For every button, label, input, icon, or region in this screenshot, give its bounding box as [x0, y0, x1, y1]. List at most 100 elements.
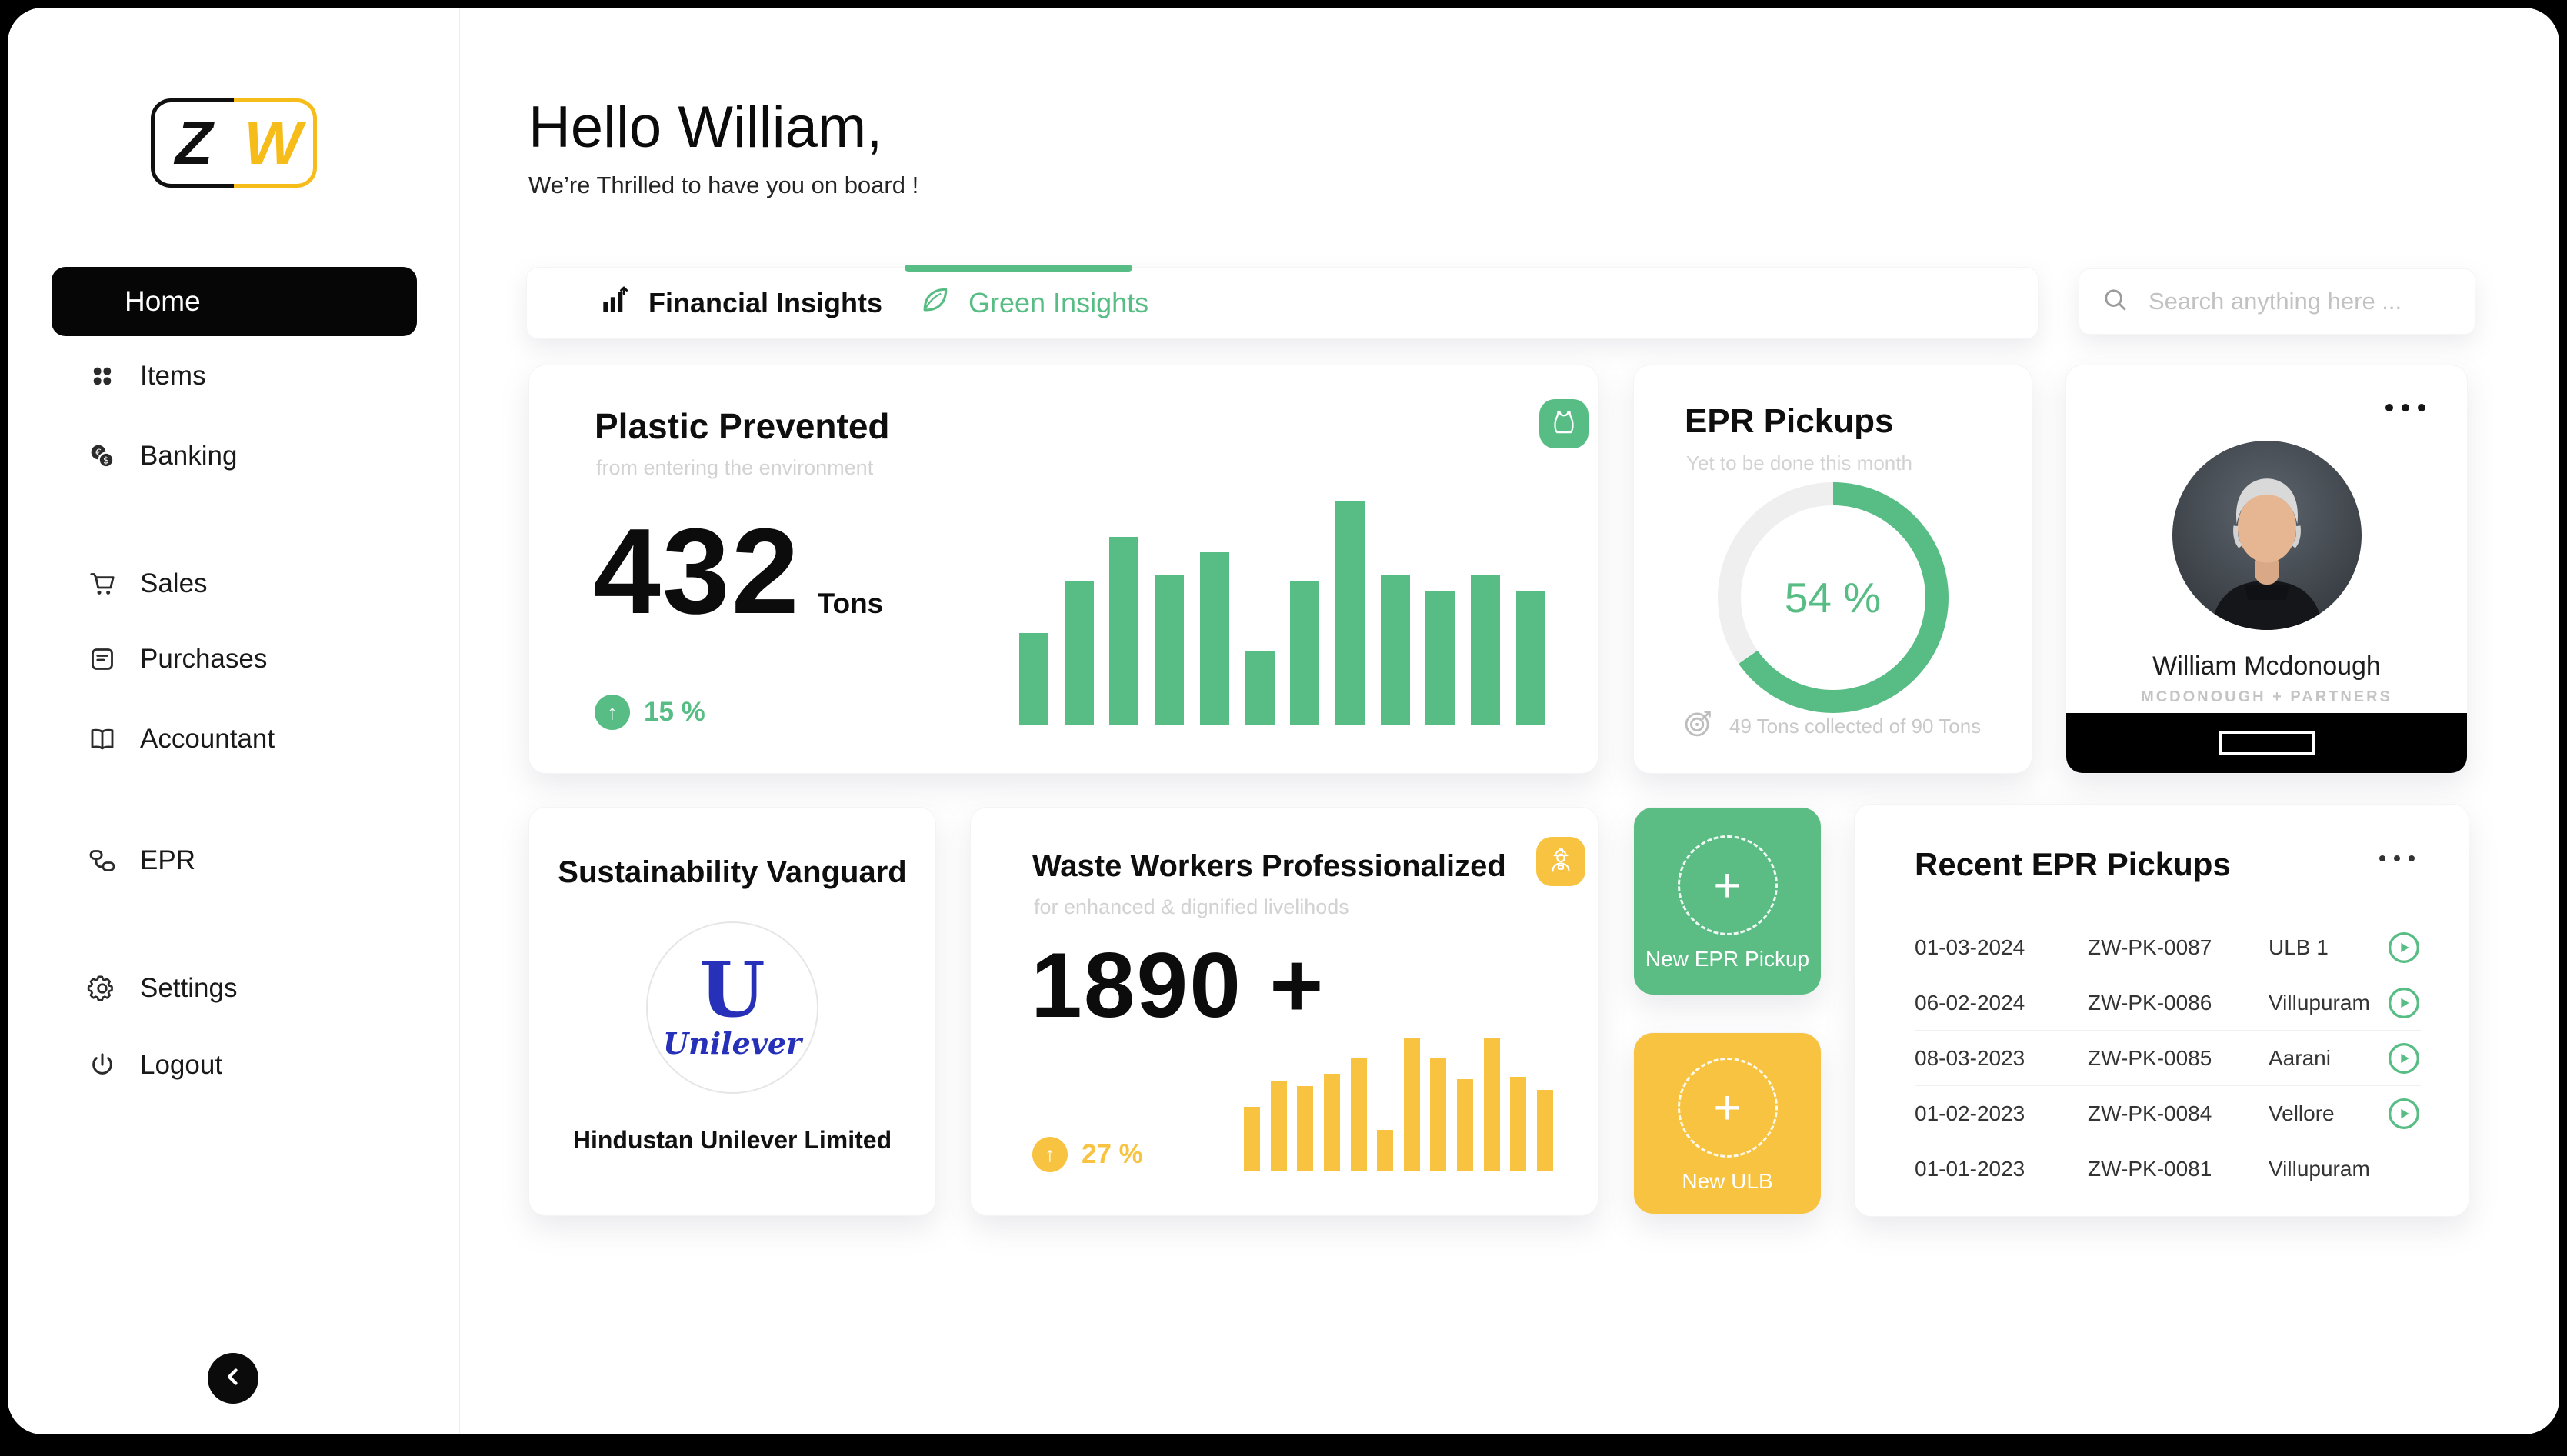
sidebar-item-items[interactable]: Items — [8, 355, 459, 398]
power-icon — [86, 1049, 118, 1081]
sidebar-item-label: Sales — [140, 568, 208, 598]
workers-bar-chart — [1244, 1038, 1553, 1171]
cell-id: ZW-PK-0086 — [2088, 990, 2212, 1015]
search-icon — [2101, 285, 2130, 318]
cell-date: 08-03-2023 — [1915, 1045, 2025, 1070]
sidebar-item-banking[interactable]: € $ Banking — [8, 435, 459, 478]
profile-company: MCDONOUGH + PARTNERS — [2141, 688, 2392, 705]
arrow-up-icon: ↑ — [595, 695, 630, 730]
logo-letter-w: W — [233, 98, 317, 188]
profile-slider-handle[interactable] — [2219, 731, 2315, 755]
sidebar-item-sales[interactable]: Sales — [8, 562, 459, 605]
card-sustainability-vanguard: Sustainability Vanguard U Unilever Hindu… — [528, 807, 936, 1216]
action-label: New ULB — [1682, 1169, 1773, 1193]
cell-date: 01-03-2024 — [1915, 935, 2025, 959]
worker-badge — [1536, 837, 1585, 886]
sidebar-collapse-button[interactable] — [208, 1353, 258, 1404]
card-waste-workers: Waste Workers Professionalized for enhan… — [970, 807, 1599, 1216]
epr-footnote: 49 Tons collected of 90 Tons — [1682, 708, 1981, 745]
document-icon — [86, 643, 118, 675]
sidebar-item-logout[interactable]: Logout — [8, 1044, 459, 1087]
cell-location: Villupuram — [2269, 990, 2370, 1015]
link-nodes-icon — [86, 845, 118, 877]
sidebar-item-label: Purchases — [140, 644, 268, 674]
chevron-left-icon — [220, 1364, 246, 1394]
worker-icon — [1545, 844, 1577, 880]
sidebar-item-settings[interactable]: Settings — [8, 967, 459, 1010]
play-icon[interactable] — [2387, 931, 2421, 965]
new-epr-pickup-button[interactable]: + New EPR Pickup — [1633, 807, 1822, 995]
greeting-subtitle: We’re Thrilled to have you on board ! — [528, 172, 919, 198]
new-ulb-button[interactable]: + New ULB — [1633, 1032, 1822, 1214]
profile-name: William Mcdonough — [2152, 651, 2381, 681]
greeting-block: Hello William, We’re Thrilled to have yo… — [528, 94, 918, 199]
card-title: Recent EPR Pickups — [1915, 846, 2231, 882]
card-epr-pickups: EPR Pickups Yet to be done this month 54… — [1633, 365, 2032, 774]
card-subtitle: for enhanced & dignified livelihods — [1034, 895, 1349, 918]
sidebar-item-label: Items — [140, 361, 206, 391]
play-icon[interactable] — [2387, 986, 2421, 1020]
more-menu-icon[interactable] — [2379, 855, 2415, 861]
avatar — [2172, 441, 2362, 630]
sidebar-item-label: Accountant — [140, 724, 275, 754]
coins-icon: € $ — [86, 440, 118, 472]
card-subtitle: Yet to be done this month — [1686, 451, 1912, 475]
unilever-logo: U Unilever — [646, 921, 818, 1094]
book-icon — [86, 723, 118, 755]
value-number: 432 — [593, 504, 801, 639]
sidebar-item-label: EPR — [140, 845, 195, 875]
unilever-wordmark: Unilever — [662, 1026, 802, 1061]
plus-icon: + — [1677, 1058, 1778, 1158]
sidebar-item-label: Home — [125, 285, 201, 317]
sidebar-item-label: Logout — [140, 1050, 223, 1080]
recent-pickups-table: 01-03-2024 ZW-PK-0087 ULB 1 06-02-2024 Z… — [1915, 920, 2421, 1197]
sidebar-item-purchases[interactable]: Purchases — [8, 638, 459, 681]
footnote-text: 49 Tons collected of 90 Tons — [1729, 715, 1982, 738]
card-title: EPR Pickups — [1685, 402, 1894, 440]
more-menu-icon[interactable] — [2385, 404, 2425, 411]
grid-dots-icon — [86, 360, 118, 392]
cell-location: Villupuram — [2269, 1157, 2370, 1181]
sidebar-item-home[interactable]: Home — [52, 267, 417, 336]
search-input[interactable] — [2147, 287, 2453, 316]
tab-label: Green Insights — [968, 287, 1149, 318]
leaf-icon — [918, 283, 952, 324]
cell-date: 01-01-2023 — [1915, 1157, 2025, 1181]
value-unit: Tons — [817, 588, 884, 619]
cell-id: ZW-PK-0085 — [2088, 1045, 2212, 1070]
table-row: 01-01-2023 ZW-PK-0081 Villupuram — [1915, 1141, 2421, 1197]
epr-donut-chart: 54 % — [1717, 482, 1949, 713]
card-subtitle: from entering the environment — [596, 456, 874, 479]
plastic-bag-icon — [1548, 406, 1580, 442]
cell-id: ZW-PK-0087 — [2088, 935, 2212, 959]
cell-location: ULB 1 — [2269, 935, 2329, 959]
table-row: 08-03-2023 ZW-PK-0085 Aarani — [1915, 1031, 2421, 1086]
card-profile: William Mcdonough MCDONOUGH + PARTNERS — [2065, 365, 2468, 774]
arrow-up-icon: ↑ — [1032, 1137, 1068, 1172]
cell-date: 06-02-2024 — [1915, 990, 2025, 1015]
cell-location: Vellore — [2269, 1101, 2335, 1125]
svg-text:€: € — [95, 446, 102, 458]
tab-label: Financial Insights — [648, 287, 883, 318]
plastic-bag-badge — [1539, 399, 1589, 448]
play-icon[interactable] — [2387, 1097, 2421, 1131]
tab-financial-insights[interactable]: Financial Insights — [598, 268, 882, 338]
target-icon — [1682, 708, 1714, 745]
cell-id: ZW-PK-0084 — [2088, 1101, 2212, 1125]
card-title: Sustainability Vanguard — [558, 855, 907, 889]
bar-chart-icon — [598, 283, 632, 324]
plastic-delta: ↑ 15 % — [595, 695, 705, 730]
card-title: Waste Workers Professionalized — [1032, 849, 1506, 883]
play-icon[interactable] — [2387, 1041, 2421, 1075]
tab-green-insights[interactable]: Green Insights — [918, 268, 1148, 338]
cell-date: 01-02-2023 — [1915, 1101, 2025, 1125]
sidebar-item-label: Banking — [140, 441, 238, 471]
sidebar-item-epr[interactable]: EPR — [8, 839, 459, 882]
sidebar: Z W Home Items € $ Banking Sales — [8, 8, 460, 1434]
gear-icon — [86, 972, 118, 1005]
zw-logo: Z W — [150, 98, 317, 188]
card-recent-epr-pickups: Recent EPR Pickups 01-03-2024 ZW-PK-0087… — [1854, 804, 2469, 1217]
page-title: Hello William, — [528, 95, 883, 160]
sidebar-item-accountant[interactable]: Accountant — [8, 718, 459, 761]
donut-percent-label: 54 % — [1784, 574, 1882, 621]
